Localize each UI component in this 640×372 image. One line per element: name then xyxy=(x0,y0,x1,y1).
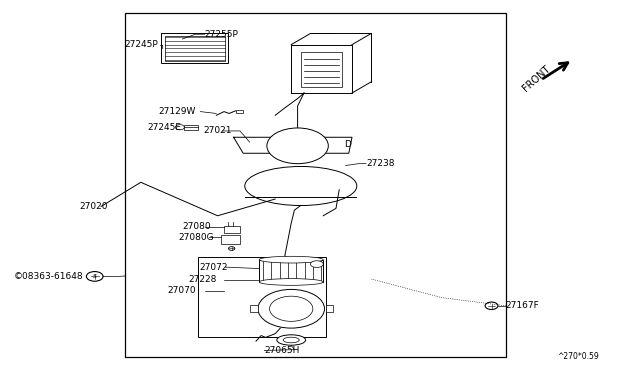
Circle shape xyxy=(86,272,103,281)
Text: 27021: 27021 xyxy=(204,126,232,135)
Bar xyxy=(198,257,326,337)
Ellipse shape xyxy=(310,261,323,267)
Text: 27238: 27238 xyxy=(366,159,395,168)
Text: 27167F: 27167F xyxy=(506,301,540,310)
Text: 27228: 27228 xyxy=(189,275,217,284)
Text: ^270*0.59: ^270*0.59 xyxy=(557,352,598,361)
Text: 27065H: 27065H xyxy=(264,346,300,355)
Bar xyxy=(326,305,333,312)
Text: 27020: 27020 xyxy=(79,202,108,211)
Text: 27080G: 27080G xyxy=(178,233,214,242)
Text: 27245E: 27245E xyxy=(147,123,181,132)
Circle shape xyxy=(175,125,184,130)
Text: 27255P: 27255P xyxy=(205,30,239,39)
Text: FRONT: FRONT xyxy=(520,64,552,94)
Text: 27245P: 27245P xyxy=(125,40,159,49)
Ellipse shape xyxy=(259,256,323,263)
Text: 27070: 27070 xyxy=(168,286,196,295)
Bar xyxy=(221,235,240,244)
Circle shape xyxy=(267,128,328,164)
Bar xyxy=(236,110,243,113)
Bar xyxy=(259,260,323,282)
Text: S: S xyxy=(93,274,97,279)
Bar xyxy=(125,13,506,357)
Text: 27129W: 27129W xyxy=(159,107,196,116)
Ellipse shape xyxy=(277,335,306,345)
Text: 27080: 27080 xyxy=(182,222,211,231)
Circle shape xyxy=(258,289,324,328)
Bar xyxy=(184,125,198,130)
Bar xyxy=(250,305,258,312)
Ellipse shape xyxy=(244,167,357,205)
Ellipse shape xyxy=(259,279,323,285)
Circle shape xyxy=(485,302,498,310)
Ellipse shape xyxy=(228,247,235,250)
Bar xyxy=(165,36,225,61)
Polygon shape xyxy=(234,137,352,153)
Bar xyxy=(301,52,342,87)
Text: D: D xyxy=(344,140,351,149)
Text: 27072: 27072 xyxy=(200,263,228,272)
Text: ©08363-61648: ©08363-61648 xyxy=(14,272,84,281)
Bar xyxy=(161,33,228,63)
Bar xyxy=(224,226,240,233)
